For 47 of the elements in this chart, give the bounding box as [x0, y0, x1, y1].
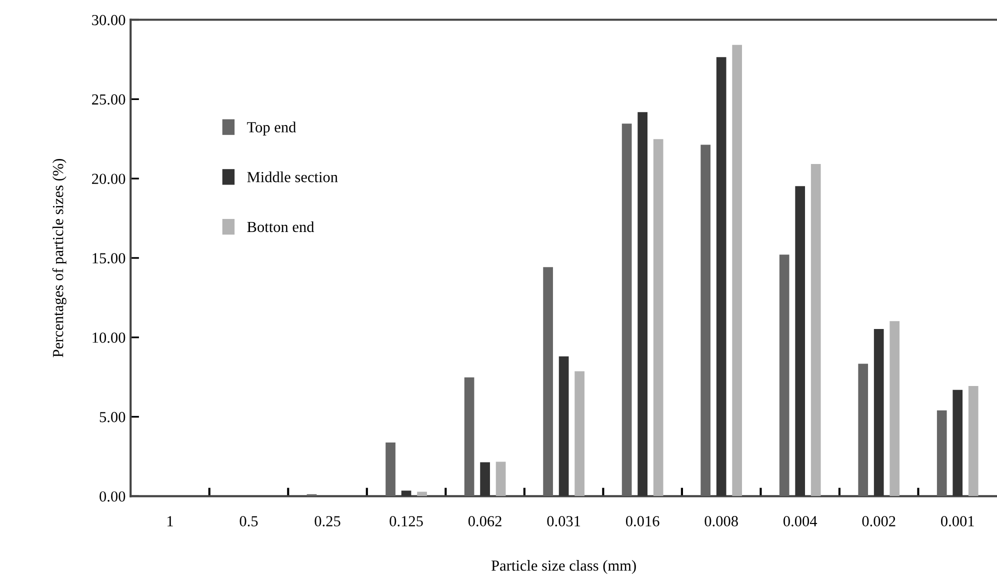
x-axis-title: Particle size class (mm) [491, 560, 636, 574]
bar [386, 442, 396, 496]
bar [638, 112, 648, 496]
y-tick-label: 25.00 [92, 94, 126, 105]
bar [480, 462, 490, 496]
bar [622, 124, 632, 496]
y-tick-label: 15.00 [92, 253, 126, 264]
bar [417, 492, 427, 496]
bar [558, 356, 569, 496]
bar [874, 328, 884, 496]
x-tick-label: 0.062 [468, 516, 502, 526]
x-tick-label: 0.004 [783, 516, 818, 526]
x-tick-label: 0.002 [862, 516, 896, 526]
y-axis-title: Percentages of particle sizes (%) [52, 158, 66, 358]
bar [890, 321, 900, 496]
x-tick-label: 0.125 [390, 516, 423, 526]
bar [464, 377, 474, 496]
legend-label: Botton end [247, 221, 314, 232]
y-tick-label: 30.00 [92, 14, 126, 26]
bar [732, 44, 742, 496]
bar [936, 410, 947, 496]
x-tick-label: 0.001 [941, 516, 974, 526]
x-tick-label: 0.5 [240, 516, 258, 526]
bar [779, 254, 790, 496]
x-tick-label: 0.031 [547, 516, 580, 526]
x-tick-label: 0.25 [314, 516, 340, 526]
bar [543, 267, 553, 496]
legend-label: Top end [247, 122, 296, 136]
bar [716, 57, 726, 496]
bar [700, 144, 710, 496]
y-tick-label: 20.00 [92, 174, 126, 184]
bar [952, 390, 963, 496]
bar [810, 164, 821, 496]
x-tick-label: 1 [168, 516, 173, 526]
y-tick-label: 0.00 [100, 491, 126, 502]
x-tick-label: 0.008 [704, 516, 738, 526]
bar [401, 490, 412, 496]
bar [496, 462, 506, 496]
bar [968, 386, 978, 496]
bar [795, 186, 806, 496]
bar [858, 364, 868, 496]
y-tick-label: 5.00 [100, 412, 126, 422]
x-tick-label: 0.016 [626, 516, 660, 526]
y-tick-label: 10.00 [92, 332, 126, 343]
bar [574, 371, 584, 496]
bar [653, 139, 664, 496]
legend-label: Middle section [247, 171, 338, 182]
